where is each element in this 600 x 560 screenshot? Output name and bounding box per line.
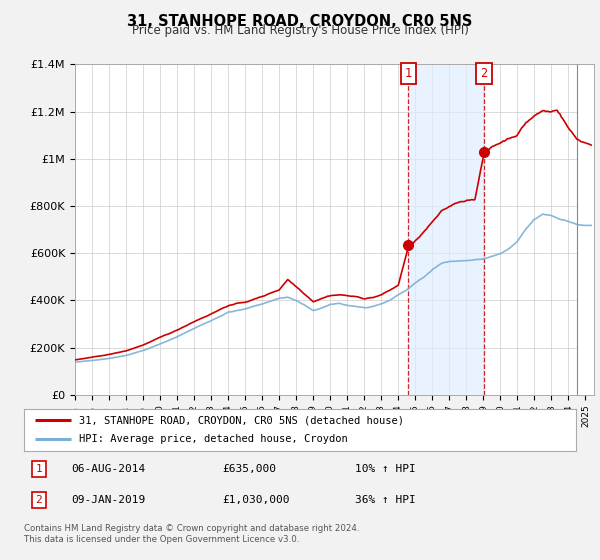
Text: 10% ↑ HPI: 10% ↑ HPI (355, 464, 416, 474)
Text: 1: 1 (35, 464, 42, 474)
Text: Contains HM Land Registry data © Crown copyright and database right 2024.: Contains HM Land Registry data © Crown c… (24, 524, 359, 533)
Text: 06-AUG-2014: 06-AUG-2014 (71, 464, 145, 474)
Bar (577, 64, 594, 395)
Text: £635,000: £635,000 (223, 464, 277, 474)
Text: 2: 2 (480, 67, 487, 80)
Text: 1: 1 (404, 67, 412, 80)
Text: This data is licensed under the Open Government Licence v3.0.: This data is licensed under the Open Gov… (24, 535, 299, 544)
Text: £1,030,000: £1,030,000 (223, 495, 290, 505)
Text: 2: 2 (35, 495, 42, 505)
Text: 36% ↑ HPI: 36% ↑ HPI (355, 495, 416, 505)
Text: HPI: Average price, detached house, Croydon: HPI: Average price, detached house, Croy… (79, 435, 348, 445)
Bar (408, 64, 484, 395)
Text: 31, STANHOPE ROAD, CROYDON, CR0 5NS (detached house): 31, STANHOPE ROAD, CROYDON, CR0 5NS (det… (79, 415, 404, 425)
Text: 09-JAN-2019: 09-JAN-2019 (71, 495, 145, 505)
Text: 31, STANHOPE ROAD, CROYDON, CR0 5NS: 31, STANHOPE ROAD, CROYDON, CR0 5NS (127, 14, 473, 29)
Text: Price paid vs. HM Land Registry's House Price Index (HPI): Price paid vs. HM Land Registry's House … (131, 24, 469, 36)
